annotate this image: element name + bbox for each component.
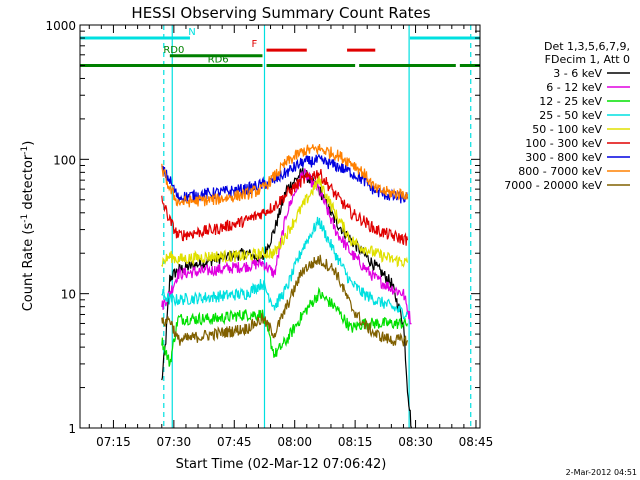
legend-header-line-1: Det 1,3,5,6,7,9, xyxy=(544,40,630,53)
y-tick-label-0: 1 xyxy=(68,422,76,436)
y-axis-label-mid: detector xyxy=(21,154,36,214)
flag-rd0-label: RD0 xyxy=(163,45,184,56)
legend-label-4: 50 - 100 keV xyxy=(532,123,602,136)
series-line-8 xyxy=(161,254,409,347)
axis-ticks xyxy=(80,24,480,429)
x-tick-label-0: 07:15 xyxy=(96,435,131,449)
legend-header-line-2: FDecim 1, Att 0 xyxy=(545,53,630,66)
flag-f-label: F xyxy=(252,39,258,50)
tick-labels: 07:15 07:30 07:45 08:00 08:15 08:30 08:45 1 10 10… xyxy=(45,19,493,449)
legend: Det 1,3,5,6,7,9, FDecim 1, Att 0 3 - 6 k… xyxy=(504,40,630,192)
x-tick-label-5: 08:30 xyxy=(398,435,433,449)
legend-label-8: 7000 - 20000 keV xyxy=(504,179,602,192)
x-tick-label-4: 08:15 xyxy=(338,435,373,449)
x-tick-label-1: 07:30 xyxy=(157,435,192,449)
legend-label-2: 12 - 25 keV xyxy=(539,95,602,108)
flag-bars: N F RD0 RD6 xyxy=(80,27,480,67)
chart-title: HESSI Observing Summary Count Rates xyxy=(131,4,430,22)
y-tick-label-1: 10 xyxy=(61,288,76,302)
flag-n-label: N xyxy=(188,27,195,38)
series-line-4 xyxy=(161,174,409,268)
legend-label-0: 3 - 6 keV xyxy=(553,67,602,80)
series-line-7 xyxy=(161,144,409,208)
y-tick-label-2: 100 xyxy=(53,153,76,167)
footer-timestamp: 2-Mar-2012 04:51 xyxy=(566,468,637,477)
x-tick-label-3: 08:00 xyxy=(277,435,312,449)
plot-frame xyxy=(79,24,481,429)
series-layer xyxy=(161,144,413,429)
flag-rd6-label: RD6 xyxy=(208,54,229,65)
series-line-3 xyxy=(161,216,409,320)
y-axis-label-sup2: -1 xyxy=(20,146,30,155)
x-axis-label: Start Time (02-Mar-12 07:06:42) xyxy=(176,457,387,472)
y-axis-label-sup1: -1 xyxy=(20,214,30,223)
series-line-5 xyxy=(161,169,409,246)
legend-label-7: 800 - 7000 keV xyxy=(518,165,602,178)
y-axis-label: Count Rate (s-1 detector-1) xyxy=(20,141,36,312)
series-line-1 xyxy=(161,168,412,325)
legend-label-6: 300 - 800 keV xyxy=(525,151,602,164)
y-axis-label-end: ) xyxy=(21,141,36,146)
x-tick-label-2: 07:45 xyxy=(217,435,252,449)
x-tick-label-6: 08:45 xyxy=(459,435,494,449)
legend-label-5: 100 - 300 keV xyxy=(525,137,602,150)
legend-label-1: 6 - 12 keV xyxy=(546,81,602,94)
y-axis-label-main: Count Rate (s xyxy=(21,223,36,312)
y-tick-label-3: 1000 xyxy=(45,19,76,33)
legend-label-3: 25 - 50 keV xyxy=(539,109,602,122)
series-line-2 xyxy=(161,286,409,367)
